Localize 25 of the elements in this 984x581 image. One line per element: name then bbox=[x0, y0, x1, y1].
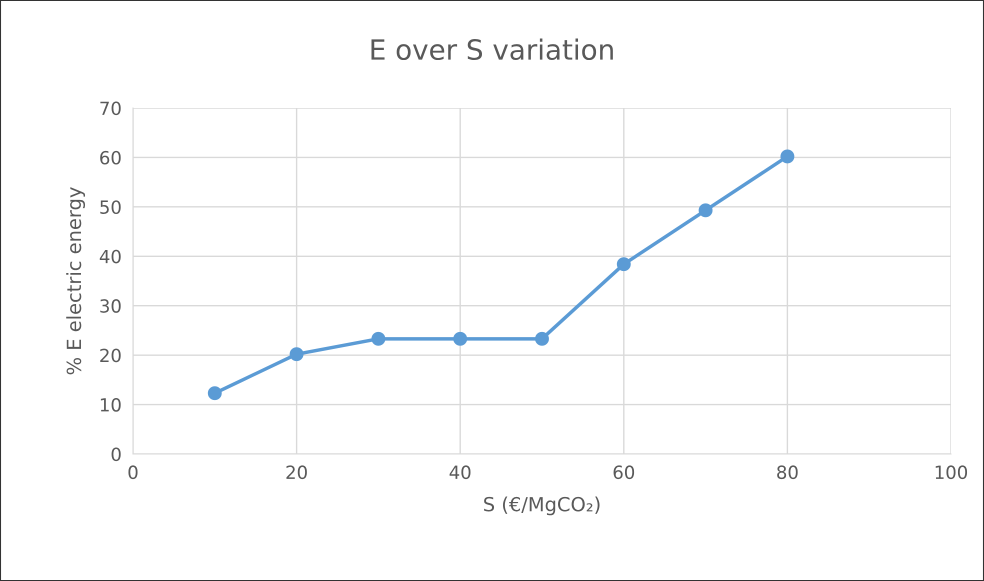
point bbox=[535, 332, 549, 346]
y-tick-label: 40 bbox=[100, 250, 121, 264]
y-tick-label: 30 bbox=[100, 299, 121, 313]
x-axis-title: S (€/MgCO₂) bbox=[484, 496, 600, 516]
point bbox=[780, 149, 794, 164]
point bbox=[453, 332, 468, 346]
y-tick-label: 0 bbox=[112, 447, 121, 462]
x-tick-label: 0 bbox=[128, 465, 138, 480]
y-tick-label: 10 bbox=[100, 398, 121, 412]
y-tick-label: 60 bbox=[100, 150, 121, 165]
x-tick-label: 40 bbox=[450, 465, 470, 480]
x-tick-label: 80 bbox=[777, 465, 798, 480]
point bbox=[371, 332, 386, 346]
y-tick-label: 50 bbox=[100, 200, 121, 214]
x-tick-label: 20 bbox=[286, 465, 307, 480]
chart-title: E over S variation bbox=[372, 38, 613, 60]
point bbox=[290, 347, 304, 362]
x-tick-label: 100 bbox=[936, 465, 968, 480]
point bbox=[208, 386, 222, 400]
y-tick-label: 70 bbox=[100, 101, 121, 116]
y-tick-label: 20 bbox=[100, 348, 121, 362]
point bbox=[698, 203, 713, 218]
point bbox=[616, 257, 631, 272]
y-axis-title: % E electric energy bbox=[66, 187, 86, 374]
x-tick-label: 60 bbox=[614, 465, 634, 480]
